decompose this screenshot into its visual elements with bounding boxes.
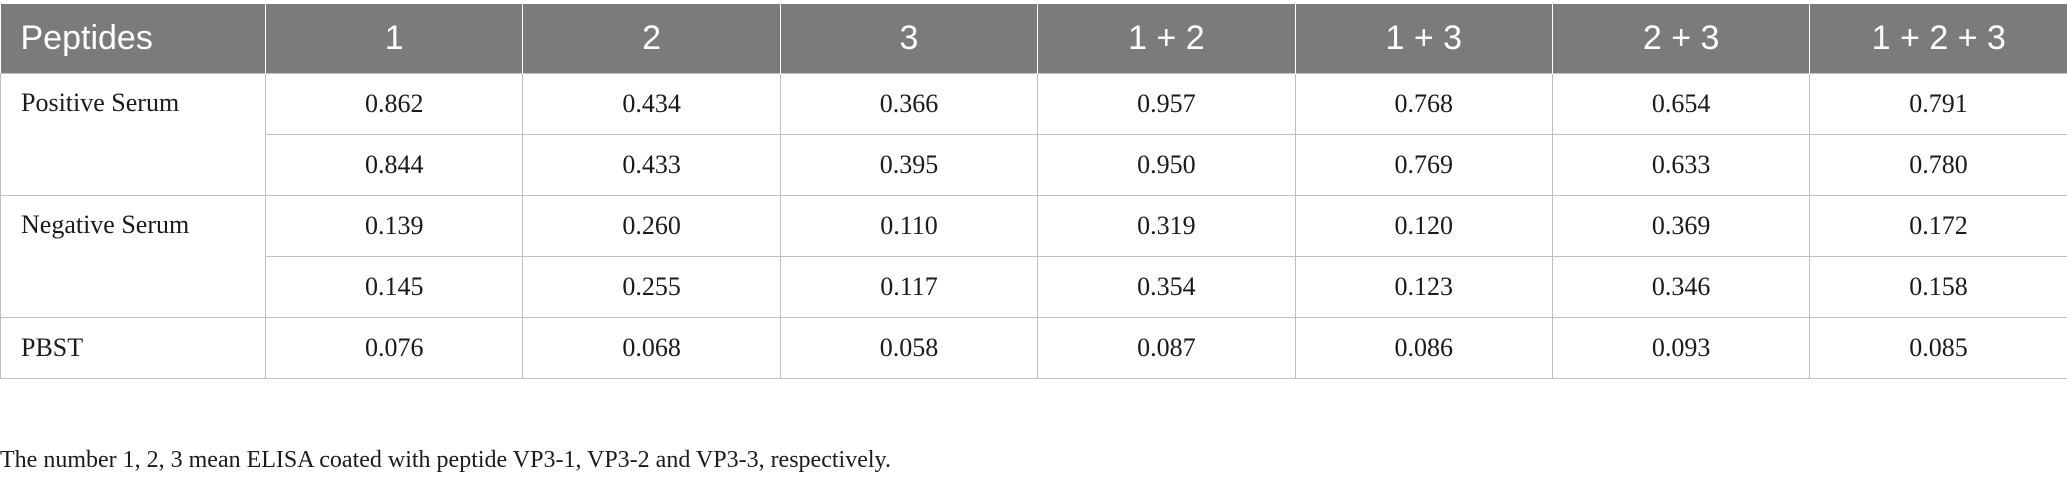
table-cell: 0.434 bbox=[522, 73, 781, 135]
table-row: 0.844 0.433 0.395 0.950 0.769 0.633 0.78… bbox=[1, 134, 2067, 196]
table-cell: 0.087 bbox=[1037, 317, 1296, 379]
table-cell: 0.768 bbox=[1294, 73, 1553, 135]
table-cell: 0.769 bbox=[1294, 134, 1553, 196]
header-cell: 1 + 2 bbox=[1037, 4, 1296, 74]
table-cell: 0.086 bbox=[1294, 317, 1553, 379]
table-cell: 0.395 bbox=[779, 134, 1039, 196]
table-cell: 0.369 bbox=[1551, 195, 1811, 257]
elisa-results-table: Peptides 1 2 3 1 + 2 1 + 3 2 + 3 1 + 2 +… bbox=[0, 4, 2067, 379]
table-cell: 0.633 bbox=[1551, 134, 1811, 196]
table-cell: 0.093 bbox=[1551, 317, 1811, 379]
table-cell: 0.123 bbox=[1294, 256, 1553, 318]
table-cell: 0.346 bbox=[1551, 256, 1811, 318]
row-label-pbst: PBST bbox=[0, 317, 266, 379]
table-cell: 0.255 bbox=[522, 256, 781, 318]
table-cell: 0.791 bbox=[1809, 73, 2067, 135]
header-cell: 3 bbox=[779, 4, 1038, 74]
table-cell: 0.260 bbox=[522, 195, 781, 257]
table-cell: 0.139 bbox=[264, 195, 524, 257]
table-row: 0.145 0.255 0.117 0.354 0.123 0.346 0.15… bbox=[1, 256, 2067, 318]
header-row: Peptides 1 2 3 1 + 2 1 + 3 2 + 3 1 + 2 +… bbox=[0, 4, 2067, 74]
header-cell: 1 bbox=[264, 4, 523, 74]
table-cell: 0.433 bbox=[522, 134, 781, 196]
table-cell: 0.076 bbox=[264, 317, 524, 379]
table-cell: 0.844 bbox=[264, 134, 524, 196]
table-cell: 0.780 bbox=[1809, 134, 2067, 196]
row-label-positive-serum: Positive Serum bbox=[0, 73, 266, 196]
table-cell: 0.058 bbox=[779, 317, 1039, 379]
header-cell-peptides: Peptides bbox=[0, 4, 266, 74]
table-row: PBST 0.076 0.068 0.058 0.087 0.086 0.093… bbox=[0, 317, 2067, 379]
table-cell: 0.319 bbox=[1037, 195, 1296, 257]
table-footnote: The number 1, 2, 3 mean ELISA coated wit… bbox=[0, 447, 891, 473]
table-cell: 0.862 bbox=[264, 73, 524, 135]
header-cell: 1 + 3 bbox=[1294, 4, 1553, 74]
table-row: Negative Serum 0.139 0.260 0.110 0.319 0… bbox=[0, 195, 2067, 318]
table-cell: 0.354 bbox=[1037, 256, 1296, 318]
header-cell: 1 + 2 + 3 bbox=[1809, 4, 2067, 74]
table-cell: 0.117 bbox=[779, 256, 1039, 318]
table-cell: 0.366 bbox=[779, 73, 1039, 135]
header-cell: 2 + 3 bbox=[1551, 4, 1810, 74]
table-cell: 0.950 bbox=[1037, 134, 1296, 196]
header-cell: 2 bbox=[522, 4, 781, 74]
row-label-negative-serum: Negative Serum bbox=[0, 195, 266, 318]
table-cell: 0.110 bbox=[779, 195, 1039, 257]
table-cell: 0.120 bbox=[1294, 195, 1553, 257]
table-cell: 0.172 bbox=[1809, 195, 2067, 257]
table-cell: 0.654 bbox=[1551, 73, 1811, 135]
table-cell: 0.085 bbox=[1809, 317, 2067, 379]
table-cell: 0.145 bbox=[264, 256, 524, 318]
table-cell: 0.068 bbox=[522, 317, 781, 379]
table-cell: 0.158 bbox=[1809, 256, 2067, 318]
table-row: Positive Serum 0.862 0.434 0.366 0.957 0… bbox=[0, 73, 2067, 196]
table-cell: 0.957 bbox=[1037, 73, 1296, 135]
